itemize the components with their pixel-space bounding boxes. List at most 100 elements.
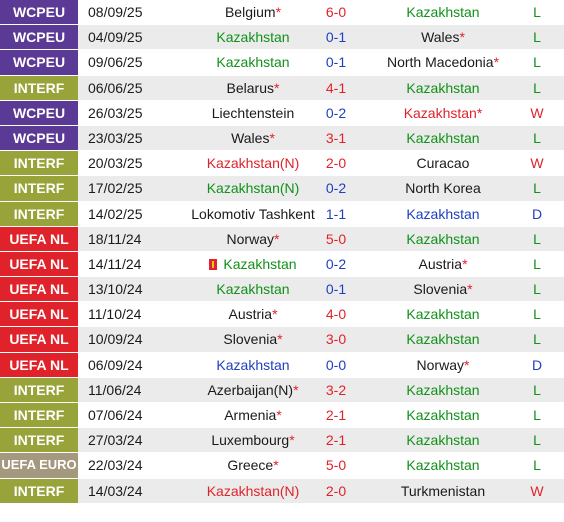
table-row[interactable]: WCPEU 26/03/25 Liechtenstein 0-2 Kazakhstan*… xyxy=(0,100,564,126)
home-team-name: Luxembourg xyxy=(211,432,290,449)
competition-badge: INTERF xyxy=(0,151,78,176)
table-row[interactable]: WCPEU 04/09/25 Kazakhstan 0-1 Wales* L xyxy=(0,25,564,51)
match-date: 04/09/25 xyxy=(88,29,143,46)
match-result: L xyxy=(533,407,541,423)
match-score[interactable]: 4-0 xyxy=(325,306,347,323)
match-score[interactable]: 0-0 xyxy=(325,356,347,373)
home-team[interactable]: Kazakhstan xyxy=(160,277,346,301)
table-row[interactable]: WCPEU 08/09/25 Belgium* 6-0 Kazakhstan L xyxy=(0,0,564,26)
table-row[interactable]: INTERF 20/03/25 Kazakhstan(N) 2-0 Curacao W xyxy=(0,151,564,177)
away-team-name: Kazakhstan xyxy=(403,104,477,121)
table-row[interactable]: INTERF 27/03/24 Luxembourg* 2-1 Kazakhstan L xyxy=(0,428,564,454)
home-team[interactable]: Armenia* xyxy=(160,403,346,427)
match-date: 11/10/24 xyxy=(88,306,142,323)
away-team[interactable]: North Macedonia* xyxy=(362,50,524,74)
table-row[interactable]: UEFA NL 06/09/24 Kazakhstan 0-0 Norway* D xyxy=(0,352,564,378)
match-score[interactable]: 0-1 xyxy=(325,281,347,298)
away-team[interactable]: Kazakhstan xyxy=(362,327,524,351)
home-team[interactable]: Austria* xyxy=(160,302,346,326)
table-row[interactable]: WCPEU 23/03/25 Wales* 3-1 Kazakhstan L xyxy=(0,125,564,152)
table-row[interactable]: INTERF 17/02/25 Kazakhstan(N) 0-2 North Kore… xyxy=(0,176,564,202)
home-team[interactable]: Kazakhstan(N) xyxy=(160,479,346,503)
home-team[interactable]: Greece* xyxy=(160,453,346,477)
home-team[interactable]: Kazakhstan xyxy=(160,25,346,49)
match-score[interactable]: 5-0 xyxy=(325,230,347,247)
match-score[interactable]: 2-1 xyxy=(325,432,347,449)
home-team[interactable]: Norway* xyxy=(160,227,346,251)
away-team[interactable]: Kazakhstan xyxy=(362,378,524,402)
home-team-name: Kazakhstan(N) xyxy=(206,482,300,499)
home-marker-star: * xyxy=(459,29,465,46)
away-team[interactable]: Kazakhstan xyxy=(362,428,524,452)
home-team[interactable]: Kazakhstan xyxy=(160,252,346,276)
away-team[interactable]: Kazakhstan xyxy=(362,76,524,100)
competition-badge: INTERF xyxy=(0,75,78,100)
table-row[interactable]: UEFA NL 13/10/24 Kazakhstan 0-1 Slovenia* L xyxy=(0,277,564,303)
away-team[interactable]: Kazakhstan xyxy=(362,202,524,226)
table-row[interactable]: INTERF 07/06/24 Armenia* 2-1 Kazakhstan L xyxy=(0,403,564,429)
home-team[interactable]: Kazakhstan(N) xyxy=(160,151,346,175)
match-date: 06/09/24 xyxy=(88,356,143,373)
away-team[interactable]: Kazakhstan xyxy=(362,126,524,150)
away-team[interactable]: Kazakhstan xyxy=(362,403,524,427)
table-row[interactable]: INTERF 14/02/25 Lokomotiv Tashkent 1-1 Kazak… xyxy=(0,201,564,227)
match-result: L xyxy=(533,4,541,20)
table-row[interactable]: UEFA EURO 22/03/24 Greece* 5-0 Kazakhstan L xyxy=(0,453,564,479)
table-row[interactable]: UEFA NL 10/09/24 Slovenia* 3-0 Kazakhstan L xyxy=(0,327,564,353)
table-row[interactable]: UEFA NL 14/11/24 Kazakhstan 0-2 Austria* L xyxy=(0,251,564,278)
away-team[interactable]: Slovenia* xyxy=(362,277,524,301)
match-score[interactable]: 2-1 xyxy=(325,407,347,423)
match-score[interactable]: 0-1 xyxy=(325,29,347,46)
away-team-name: Norway xyxy=(416,356,464,373)
away-team[interactable]: Austria* xyxy=(362,252,524,276)
away-team[interactable]: Turkmenistan xyxy=(362,479,524,503)
match-score[interactable]: 5-0 xyxy=(325,457,347,474)
away-team[interactable]: Kazakhstan xyxy=(362,0,524,24)
home-team[interactable]: Belarus* xyxy=(160,76,346,100)
match-date: 22/03/24 xyxy=(88,457,143,474)
match-score[interactable]: 0-2 xyxy=(325,255,347,272)
away-team[interactable]: Kazakhstan xyxy=(362,302,524,326)
home-team[interactable]: Slovenia* xyxy=(160,327,346,351)
home-team[interactable]: Lokomotiv Tashkent xyxy=(160,202,346,226)
table-row[interactable]: INTERF 11/06/24 Azerbaijan(N)* 3-2 Kazakhsta… xyxy=(0,377,564,403)
home-team[interactable]: Kazakhstan xyxy=(160,353,346,377)
match-score[interactable]: 2-0 xyxy=(325,482,347,499)
home-team[interactable]: Kazakhstan xyxy=(160,50,346,74)
home-team[interactable]: Belgium* xyxy=(160,0,346,24)
away-team[interactable]: Kazakhstan xyxy=(362,453,524,477)
match-score[interactable]: 1-1 xyxy=(325,205,347,222)
match-score[interactable]: 6-0 xyxy=(325,4,347,20)
table-row[interactable]: UEFA NL 18/11/24 Norway* 5-0 Kazakhstan L xyxy=(0,226,564,252)
home-team[interactable]: Liechtenstein xyxy=(160,101,346,125)
table-row[interactable]: WCPEU 09/06/25 Kazakhstan 0-1 North Macedoni… xyxy=(0,50,564,76)
table-row[interactable]: INTERF 14/03/24 Kazakhstan(N) 2-0 Turkmenist… xyxy=(0,478,564,504)
match-score[interactable]: 2-0 xyxy=(325,155,347,172)
match-score[interactable]: 3-2 xyxy=(325,381,347,398)
match-score[interactable]: 0-2 xyxy=(325,180,347,197)
match-score[interactable]: 0-2 xyxy=(325,104,347,121)
table-row[interactable]: UEFA NL 11/10/24 Austria* 4-0 Kazakhstan L xyxy=(0,302,564,328)
home-team[interactable]: Luxembourg* xyxy=(160,428,346,452)
match-score[interactable]: 0-1 xyxy=(325,54,347,71)
away-team[interactable]: Kazakhstan xyxy=(362,227,524,251)
match-score[interactable]: 3-0 xyxy=(325,331,347,348)
home-team-name: Slovenia xyxy=(223,331,278,348)
home-team-name: Greece xyxy=(227,457,274,474)
away-team[interactable]: North Korea xyxy=(362,176,524,200)
away-team[interactable]: Wales* xyxy=(362,25,524,49)
match-score[interactable]: 3-1 xyxy=(325,129,347,146)
match-score[interactable]: 4-1 xyxy=(325,79,347,96)
away-team[interactable]: Kazakhstan* xyxy=(362,101,524,125)
home-team-name: Belgium xyxy=(224,4,276,20)
table-row[interactable]: INTERF 06/06/25 Belarus* 4-1 Kazakhstan L xyxy=(0,75,564,101)
home-team[interactable]: Azerbaijan(N)* xyxy=(160,378,346,402)
home-marker-star: * xyxy=(276,407,282,423)
match-date: 13/10/24 xyxy=(88,281,143,298)
away-team[interactable]: Norway* xyxy=(362,353,524,377)
away-team-name: Kazakhstan xyxy=(406,230,480,247)
away-team-name: Slovenia xyxy=(413,281,468,298)
home-team[interactable]: Kazakhstan(N) xyxy=(160,176,346,200)
away-team[interactable]: Curacao xyxy=(362,151,524,175)
home-team[interactable]: Wales* xyxy=(160,126,346,150)
